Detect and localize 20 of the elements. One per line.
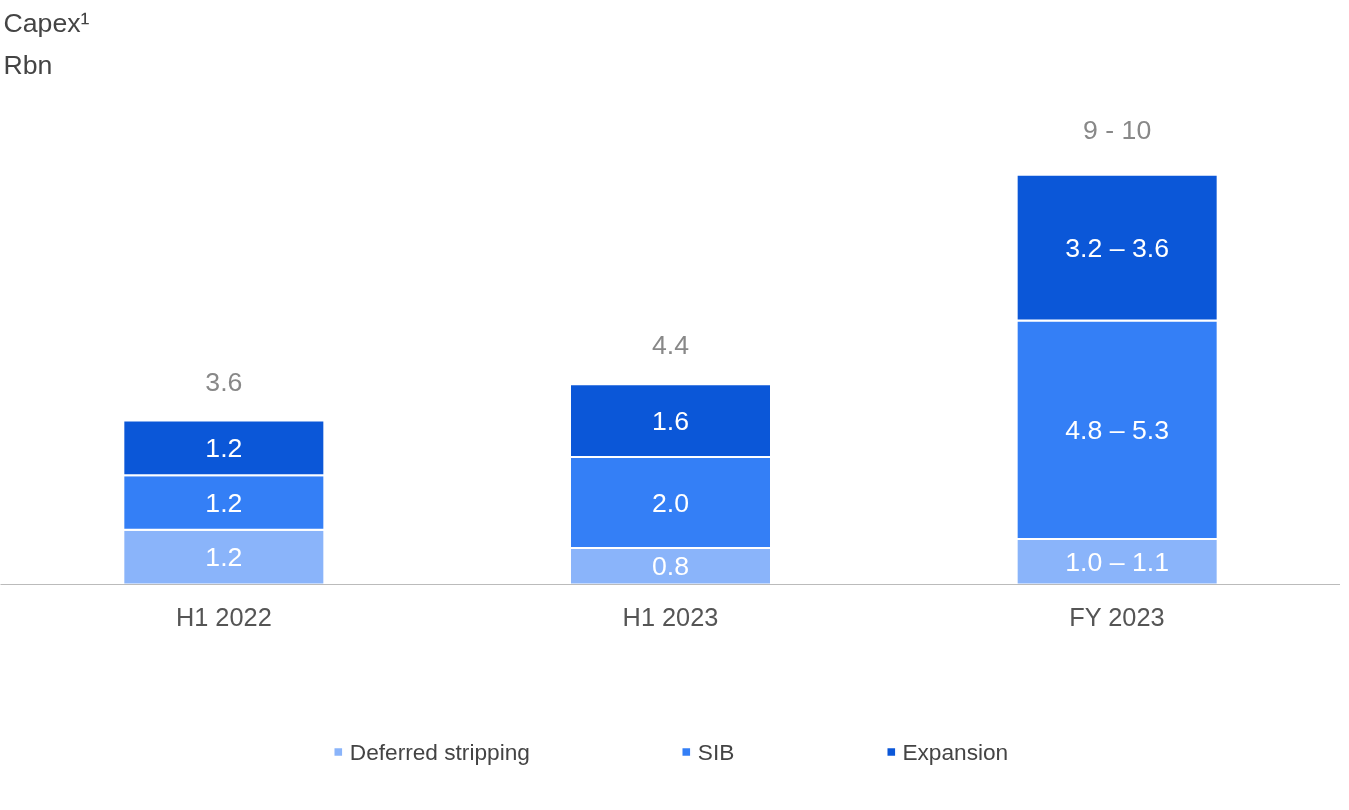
data-label: 4.8 – 5.3 (1065, 414, 1170, 445)
data-label: 1.2 (205, 542, 243, 573)
legend-label: Expansion (902, 738, 1009, 765)
x-tick-label: FY 2023 (1069, 602, 1165, 631)
data-label: 0.8 (651, 551, 690, 582)
total-label: 4.4 (651, 330, 690, 361)
data-label: 1.2 (205, 487, 243, 518)
data-label: 1.0 – 1.1 (1065, 546, 1170, 577)
x-tick-label: H1 2022 (175, 602, 272, 631)
x-tick-label: H1 2023 (622, 602, 719, 631)
legend-label: Deferred stripping (349, 738, 530, 765)
data-label: 3.2 – 3.6 (1065, 232, 1170, 263)
data-label: 1.6 (651, 405, 690, 436)
legend-label: SIB (697, 738, 735, 765)
total-label: 3.6 (205, 366, 243, 397)
chart-subtitle: Rbn (3, 49, 53, 80)
data-label: 2.0 (651, 487, 690, 518)
chart-title: Capex¹ (3, 7, 90, 38)
data-label: 1.2 (205, 432, 243, 463)
total-label: 9 - 10 (1083, 114, 1152, 145)
